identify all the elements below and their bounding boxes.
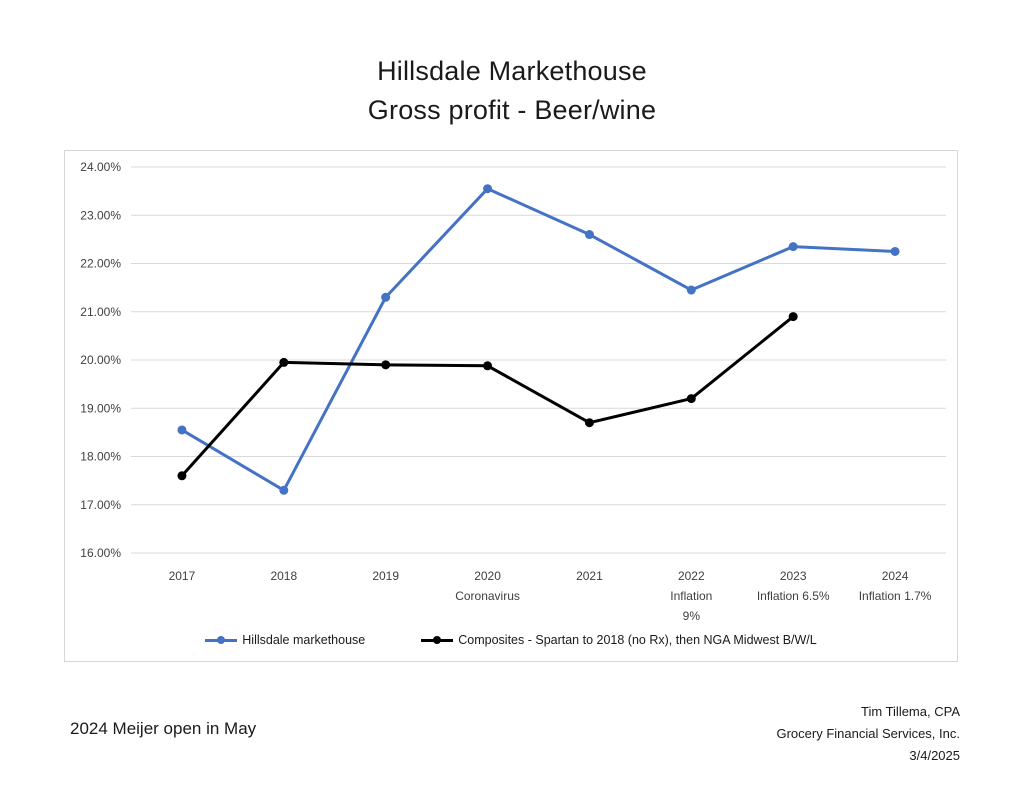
data-point-hillsdale	[279, 485, 289, 495]
data-point-composites	[686, 394, 696, 404]
data-point-composites	[483, 361, 493, 371]
x-axis-sublabel: Coronavirus	[455, 589, 520, 603]
series-line-composites	[180, 315, 795, 478]
credits-block: Tim Tillema, CPA Grocery Financial Servi…	[776, 701, 960, 767]
y-axis-tick-label: 17.00%	[80, 498, 121, 512]
x-axis-sublabel: 9%	[683, 609, 701, 621]
credits-date: 3/4/2025	[909, 748, 960, 763]
data-point-hillsdale	[686, 285, 696, 295]
credits-company: Grocery Financial Services, Inc.	[776, 726, 960, 741]
legend-label-composites: Composites - Spartan to 2018 (no Rx), th…	[458, 633, 817, 647]
chart-title-line1: Hillsdale Markethouse	[377, 56, 647, 86]
x-axis-sublabel: Inflation 6.5%	[757, 589, 830, 603]
legend-item-hillsdale: Hillsdale markethouse	[205, 633, 365, 647]
plot-svg: 24.00% 23.00% 22.00% 21.00% 20.00% 19.00% 18.0…	[80, 160, 946, 621]
x-axis-tick-label: 2018	[270, 569, 297, 583]
data-point-hillsdale	[890, 246, 900, 256]
credits-author: Tim Tillema, CPA	[861, 704, 960, 719]
data-point-composites	[381, 360, 391, 370]
chart-title-line2: Gross profit - Beer/wine	[367, 95, 657, 125]
y-axis-tick-label: 23.00%	[80, 208, 121, 222]
x-axis-sublabel: Inflation 1.7%	[859, 589, 932, 603]
y-axis-tick-label: 18.00%	[80, 450, 121, 464]
legend-line-dot-marker-blue	[205, 635, 238, 645]
y-axis-tick-label: 21.00%	[80, 305, 121, 319]
chart-legend: Hillsdale markethouse Composites - Spart…	[65, 633, 957, 647]
x-axis-tick-label: 2017	[169, 569, 196, 583]
x-axis-tick-label: 2019	[372, 569, 399, 583]
data-point-composites	[788, 312, 798, 322]
data-point-hillsdale	[483, 184, 493, 194]
y-axis-tick-label: 16.00%	[80, 546, 121, 560]
chart-area: 24.00% 23.00% 22.00% 21.00% 20.00% 19.00% 18.0…	[64, 150, 958, 662]
x-axis-tick-label: 2023	[780, 569, 807, 583]
data-point-hillsdale	[381, 292, 391, 302]
data-point-composites	[279, 357, 289, 367]
chart-title: Hillsdale Markethouse Gross profit - Bee…	[0, 52, 1024, 130]
x-axis-tick-label: 2024	[882, 569, 909, 583]
legend-item-composites: Composites - Spartan to 2018 (no Rx), th…	[421, 633, 817, 647]
y-axis-tick-label: 20.00%	[80, 353, 121, 367]
legend-line-dot-marker-black	[421, 635, 454, 645]
data-point-hillsdale	[584, 230, 594, 240]
x-axis-tick-label: 2021	[576, 569, 603, 583]
y-axis-tick-label: 22.00%	[80, 257, 121, 271]
legend-dot-blue	[217, 636, 226, 644]
series-line-hillsdale	[180, 187, 897, 492]
x-axis-tick-label: 2022	[678, 569, 705, 583]
legend-dot-black	[433, 636, 442, 644]
data-point-hillsdale	[177, 425, 187, 435]
y-axis-tick-label: 24.00%	[80, 160, 121, 174]
data-point-composites	[177, 471, 187, 481]
data-point-composites	[584, 418, 594, 428]
x-axis-sublabel: Inflation	[670, 589, 712, 603]
footnote-meijer: 2024 Meijer open in May	[70, 719, 257, 738]
y-axis-tick-label: 19.00%	[80, 401, 121, 415]
x-axis-tick-label: 2020	[474, 569, 501, 583]
legend-label-hillsdale: Hillsdale markethouse	[242, 633, 366, 647]
data-point-hillsdale	[788, 242, 798, 252]
